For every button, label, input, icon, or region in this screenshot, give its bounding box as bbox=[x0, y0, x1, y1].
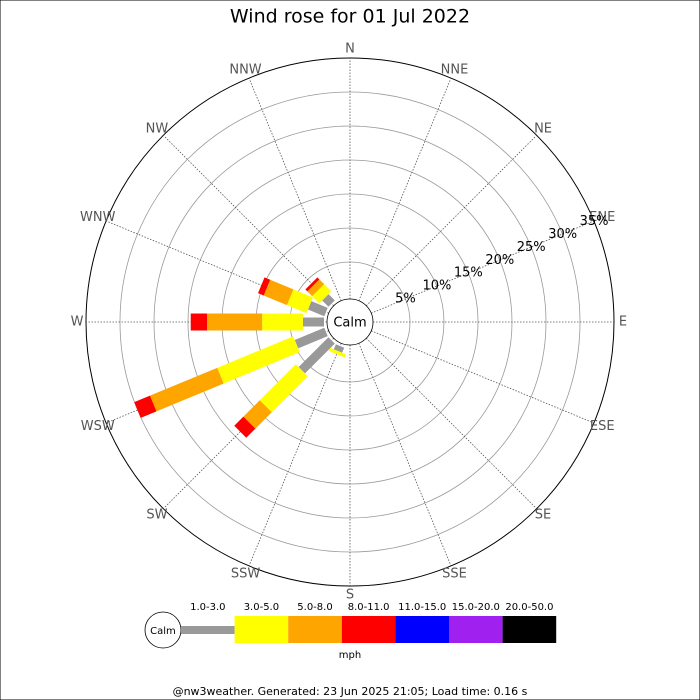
legend-swatch bbox=[502, 616, 557, 643]
direction-label: S bbox=[346, 588, 354, 603]
wind-bar bbox=[243, 400, 272, 429]
wind-bar bbox=[263, 279, 294, 306]
wind-bar bbox=[234, 416, 256, 438]
direction-label: NW bbox=[146, 121, 169, 136]
r-tick-label: 15% bbox=[454, 266, 483, 281]
spoke bbox=[248, 343, 342, 567]
legend-swatch bbox=[449, 616, 503, 643]
r-tick-label: 20% bbox=[485, 253, 514, 268]
spoke bbox=[371, 330, 595, 424]
calm-circle bbox=[326, 298, 374, 346]
legend-unit: mph bbox=[339, 650, 361, 661]
wind-bar bbox=[217, 336, 300, 384]
wind-bar bbox=[305, 277, 320, 292]
direction-label: SSW bbox=[231, 567, 261, 582]
direction-label: N bbox=[345, 42, 355, 57]
wind-bar bbox=[258, 277, 271, 296]
wind-bar bbox=[190, 313, 208, 331]
spoke bbox=[163, 135, 335, 307]
wind-bar bbox=[149, 367, 224, 412]
wind-bar bbox=[312, 284, 332, 304]
direction-label: ENE bbox=[589, 210, 615, 225]
spoke bbox=[358, 77, 452, 301]
wind-bar bbox=[328, 347, 346, 358]
direction-label: ESE bbox=[590, 419, 615, 434]
spoke bbox=[365, 337, 537, 509]
wind-bar bbox=[207, 313, 263, 331]
legend-label: 1.0-3.0 bbox=[190, 602, 225, 613]
wind-bar bbox=[134, 395, 157, 418]
spoke bbox=[365, 135, 537, 307]
spoke bbox=[358, 343, 452, 567]
direction-label: SSE bbox=[442, 567, 467, 582]
wind-bar bbox=[262, 313, 303, 331]
direction-label: NNE bbox=[441, 62, 469, 77]
wind-bar bbox=[307, 279, 325, 297]
legend-label: 11.0-15.0 bbox=[398, 602, 446, 613]
direction-label: SW bbox=[146, 508, 167, 523]
wind-bar bbox=[298, 337, 335, 374]
legend-label: 5.0-8.0 bbox=[297, 602, 332, 613]
legend-label: 15.0-20.0 bbox=[452, 602, 500, 613]
legend-label: 20.0-50.0 bbox=[505, 602, 553, 613]
direction-label: WNW bbox=[80, 210, 116, 225]
legend-calm-label: Calm bbox=[150, 626, 176, 637]
r-tick-label: 35% bbox=[580, 214, 609, 229]
wind-bar bbox=[286, 289, 313, 314]
r-tick-label: 10% bbox=[422, 279, 451, 294]
footer: @nw3weather. Generated: 23 Jun 2025 21:0… bbox=[173, 685, 528, 698]
r-tick-label: 5% bbox=[395, 292, 416, 307]
legend-label: 8.0-11.0 bbox=[348, 602, 390, 613]
wind-bar bbox=[322, 294, 335, 307]
grid-ring bbox=[153, 125, 547, 519]
direction-label: E bbox=[619, 315, 627, 330]
direction-label: NE bbox=[534, 121, 552, 136]
direction-label: NNW bbox=[229, 62, 261, 77]
wind-bar bbox=[307, 301, 328, 317]
r-tick-label: 25% bbox=[517, 240, 546, 255]
chart-title: Wind rose for 01 Jul 2022 bbox=[230, 6, 470, 28]
direction-label: SE bbox=[535, 508, 551, 523]
spoke bbox=[248, 77, 342, 301]
legend-swatch bbox=[341, 616, 396, 643]
legend-swatch bbox=[288, 616, 342, 643]
direction-label: WSW bbox=[81, 419, 115, 434]
direction-label: W bbox=[71, 315, 84, 330]
legend-label: 3.0-5.0 bbox=[244, 602, 279, 613]
wind-bar bbox=[302, 317, 324, 327]
legend-swatch bbox=[395, 616, 449, 643]
wind-bar bbox=[294, 327, 328, 349]
legend-swatch bbox=[234, 616, 289, 643]
wind-bar bbox=[259, 364, 308, 413]
legend-swatch bbox=[181, 626, 235, 634]
wind-bar bbox=[333, 344, 345, 353]
spoke bbox=[371, 220, 595, 314]
r-tick-label: 30% bbox=[548, 227, 577, 242]
calm-label: Calm bbox=[333, 316, 366, 331]
